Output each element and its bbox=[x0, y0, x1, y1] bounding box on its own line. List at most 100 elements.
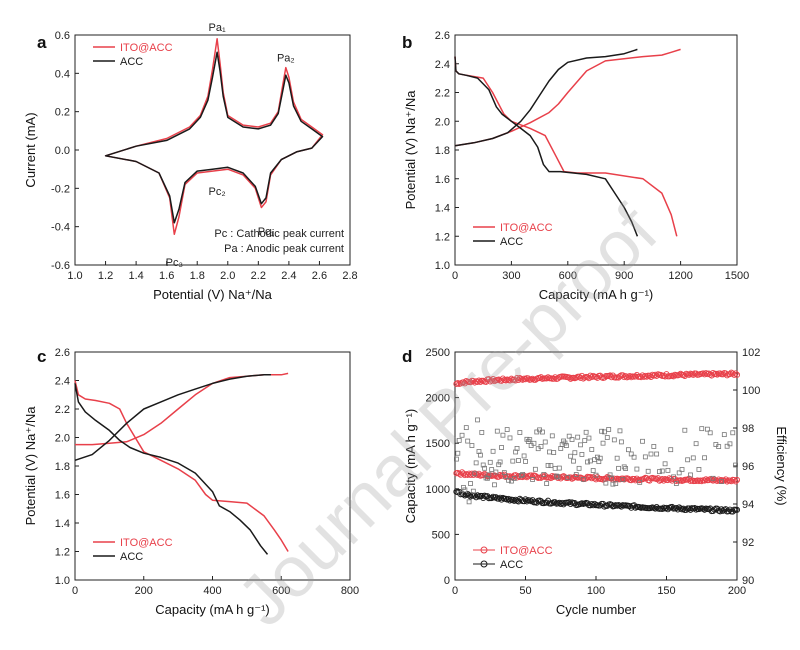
marker-ito-acc-charge bbox=[467, 379, 474, 386]
cv-curve-acc bbox=[104, 51, 324, 224]
marker-efficiency bbox=[611, 437, 617, 443]
marker-efficiency bbox=[517, 430, 523, 435]
marker-efficiency bbox=[530, 477, 535, 482]
marker-ito-acc-discharge bbox=[724, 478, 731, 485]
marker-efficiency bbox=[544, 481, 550, 486]
y-tick-label: -0.6 bbox=[51, 260, 70, 272]
y-tick-label: 0.6 bbox=[55, 30, 70, 42]
marker-efficiency bbox=[704, 426, 710, 432]
marker-ito-acc-charge bbox=[638, 374, 645, 381]
marker-ito-acc-discharge bbox=[587, 473, 594, 480]
marker-efficiency bbox=[593, 472, 599, 478]
x-axis-label: Cycle number bbox=[556, 602, 637, 617]
marker-efficiency bbox=[676, 470, 682, 476]
marker-ito-acc-charge bbox=[495, 376, 502, 383]
marker-efficiency bbox=[503, 474, 509, 480]
x-axis-label: Potential (V) Na⁺/Na bbox=[153, 287, 273, 302]
marker-ito-acc-charge bbox=[525, 375, 532, 382]
legend-label: ITO@ACC bbox=[120, 42, 173, 54]
y-axis-label: Potential (V) Na⁺/Na bbox=[403, 90, 418, 210]
marker-efficiency bbox=[492, 482, 497, 488]
marker-efficiency bbox=[606, 427, 612, 432]
marker-efficiency bbox=[461, 485, 466, 490]
marker-efficiency bbox=[626, 447, 631, 453]
x-tick-label: 300 bbox=[502, 270, 520, 282]
marker-efficiency bbox=[583, 429, 589, 435]
marker-ito-acc-charge bbox=[592, 373, 600, 380]
marker-efficiency bbox=[462, 487, 468, 493]
marker-efficiency bbox=[499, 445, 504, 450]
marker-ito-acc-discharge bbox=[495, 473, 502, 480]
marker-efficiency bbox=[480, 462, 486, 468]
legend-label: ACC bbox=[500, 236, 523, 248]
marker-efficiency bbox=[477, 452, 483, 458]
marker-ito-acc-charge bbox=[537, 374, 545, 381]
marker-efficiency bbox=[463, 425, 469, 431]
marker-efficiency bbox=[659, 468, 665, 474]
marker-acc bbox=[552, 499, 559, 506]
x-tick-label: 2.2 bbox=[251, 270, 266, 282]
y-tick-label: 2.6 bbox=[435, 30, 450, 42]
x-tick-label: 800 bbox=[341, 585, 359, 597]
marker-ito-acc-discharge bbox=[667, 476, 674, 483]
y-tick-label: 2.0 bbox=[435, 116, 450, 128]
marker-efficiency bbox=[634, 466, 640, 472]
marker-efficiency bbox=[685, 457, 691, 463]
marker-efficiency bbox=[470, 488, 476, 494]
marker-ito-acc-charge bbox=[587, 372, 594, 379]
y-tick-label: -0.4 bbox=[51, 222, 70, 234]
marker-ito-acc-discharge bbox=[701, 477, 708, 484]
marker-ito-acc-discharge bbox=[660, 477, 667, 484]
y2-tick-label: 94 bbox=[742, 499, 754, 511]
marker-ito-acc-charge bbox=[628, 374, 635, 381]
marker-efficiency bbox=[562, 440, 568, 446]
x-tick-label: 900 bbox=[615, 270, 633, 282]
marker-efficiency bbox=[679, 467, 685, 472]
marker-efficiency bbox=[476, 449, 482, 454]
panel-b: 0 300 600 900 1200 1500 1.0 1.2 1.4 1.6 1.8 2.0 2.2 2… bbox=[402, 30, 749, 302]
marker-efficiency bbox=[693, 441, 699, 447]
y-tick-label: 0.4 bbox=[55, 68, 70, 80]
x-tick-label: 600 bbox=[559, 270, 577, 282]
marker-ito-acc-charge bbox=[657, 371, 664, 379]
marker-efficiency bbox=[541, 472, 547, 477]
marker-efficiency bbox=[580, 476, 586, 482]
marker-acc bbox=[733, 506, 741, 513]
marker-efficiency bbox=[507, 435, 513, 441]
marker-efficiency bbox=[576, 465, 582, 471]
y2-tick-label: 96 bbox=[742, 461, 754, 473]
marker-efficiency bbox=[707, 430, 713, 436]
marker-ito-acc-charge bbox=[454, 379, 461, 387]
x-tick-label: 1.6 bbox=[159, 270, 174, 282]
marker-efficiency bbox=[631, 454, 637, 460]
marker-efficiency bbox=[727, 441, 733, 447]
y2-tick-label: 100 bbox=[742, 385, 760, 397]
marker-ito-acc-discharge bbox=[731, 476, 738, 484]
marker-ito-acc-charge bbox=[646, 372, 653, 379]
marker-acc bbox=[683, 506, 690, 513]
marker-ito-acc-charge bbox=[513, 375, 521, 382]
marker-ito-acc-discharge bbox=[470, 471, 477, 478]
marker-efficiency bbox=[485, 475, 490, 481]
marker-efficiency bbox=[585, 459, 590, 465]
marker-ito-acc-discharge bbox=[733, 476, 741, 484]
marker-efficiency bbox=[637, 479, 643, 485]
marker-efficiency bbox=[504, 427, 510, 432]
marker-efficiency bbox=[545, 462, 551, 468]
y-tick-label: 1.6 bbox=[55, 490, 70, 502]
marker-ito-acc-charge bbox=[714, 371, 721, 378]
marker-efficiency bbox=[555, 474, 561, 480]
marker-acc bbox=[518, 496, 525, 503]
marker-efficiency bbox=[696, 467, 702, 472]
marker-efficiency bbox=[486, 472, 492, 478]
marker-efficiency bbox=[721, 432, 727, 438]
marker-efficiency bbox=[597, 455, 603, 461]
marker-ito-acc-charge bbox=[722, 370, 729, 377]
marker-efficiency bbox=[699, 426, 705, 432]
marker-ito-acc-discharge bbox=[621, 476, 628, 483]
marker-ito-acc-charge bbox=[726, 371, 734, 378]
y-tick-label: 2.2 bbox=[435, 88, 450, 100]
marker-ito-acc-charge bbox=[545, 374, 552, 381]
marker-efficiency bbox=[490, 448, 496, 454]
